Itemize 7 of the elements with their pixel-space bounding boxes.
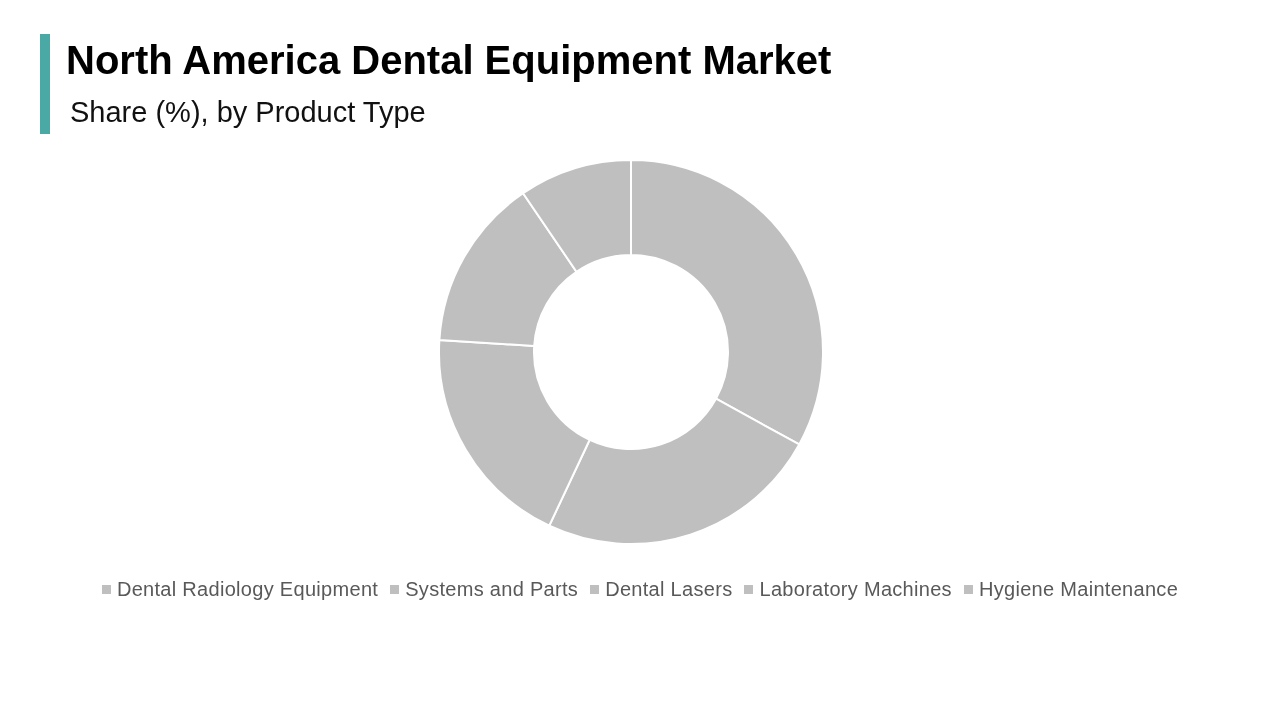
- chart-subtitle: Share (%), by Product Type: [70, 96, 426, 129]
- legend-label: Hygiene Maintenance: [978, 578, 1179, 601]
- chart-title: North America Dental Equipment Market: [66, 38, 832, 83]
- legend-label: Dental Radiology Equipment: [116, 578, 379, 601]
- legend-label: Systems and Parts: [405, 578, 579, 601]
- legend-label: Dental Lasers: [605, 578, 733, 601]
- legend-label: Laboratory Machines: [759, 578, 952, 601]
